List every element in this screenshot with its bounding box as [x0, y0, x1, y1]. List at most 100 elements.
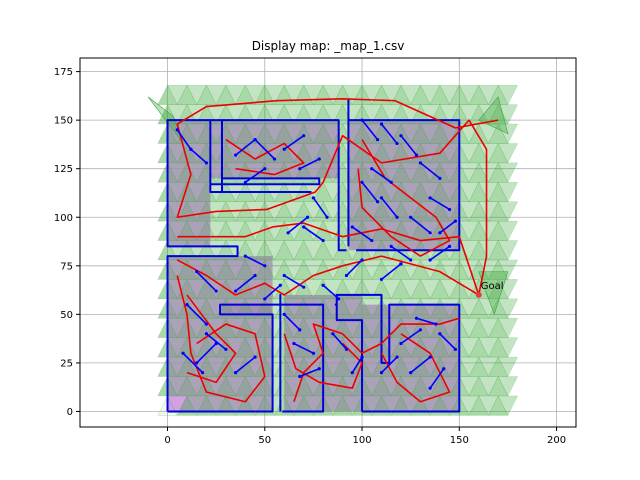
explored-triangle: [186, 279, 207, 300]
explored-triangle: [400, 162, 421, 183]
blue-node: [278, 283, 282, 287]
explored-triangle: [390, 181, 412, 202]
y-tick-label: 0: [67, 407, 73, 418]
explored-triangle: [468, 298, 489, 319]
goal-marker-group: Goal: [475, 281, 504, 298]
explored-triangle: [361, 104, 382, 125]
blue-node: [204, 161, 209, 165]
blue-node: [409, 371, 413, 375]
explored-triangle: [225, 220, 246, 242]
explored-triangle: [235, 259, 256, 280]
explored-triangle: [303, 162, 324, 183]
wall-segment: [221, 119, 347, 252]
explored-triangle: [458, 337, 480, 358]
blue-node: [409, 215, 413, 219]
blue-node: [331, 332, 335, 336]
explored-triangle: [322, 395, 343, 416]
blue-node: [311, 196, 316, 200]
explored-triangle: [410, 84, 431, 105]
x-tick-label: 150: [450, 435, 469, 446]
explored-triangle: [225, 376, 246, 397]
blue-edge: [419, 162, 441, 180]
explored-triangle: [468, 201, 489, 222]
blue-node: [317, 157, 321, 161]
explored-triangle: [342, 395, 363, 416]
path-edge: [293, 317, 460, 403]
explored-triangle: [215, 259, 237, 280]
blue-node: [389, 244, 393, 248]
explored-triangle: [167, 395, 188, 416]
blue-edge: [351, 356, 363, 374]
blue-edge: [380, 356, 398, 374]
explored-triangle: [264, 104, 285, 125]
explored-triangle: [235, 84, 256, 105]
explored-triangle: [274, 142, 295, 164]
blue-node: [282, 273, 286, 278]
blue-edge: [439, 333, 456, 350]
y-tick-label: 125: [54, 164, 73, 175]
blue-edge: [182, 352, 204, 374]
explored-triangle: [293, 278, 314, 300]
path-edge: [186, 294, 237, 384]
explored-triangle: [264, 259, 285, 280]
blue-node: [438, 231, 442, 235]
explored-triangle: [274, 239, 295, 261]
explored-triangle: [400, 356, 421, 378]
blue-node: [418, 161, 422, 165]
explored-triangle: [176, 162, 198, 183]
explored-triangle: [390, 298, 412, 319]
explored-triangle: [322, 337, 343, 358]
blue-edge: [283, 135, 305, 150]
explored-triangle: [439, 356, 460, 378]
explored-triangle: [458, 143, 480, 164]
explored-triangle: [478, 395, 499, 416]
explored-triangle: [497, 240, 519, 261]
blue-node: [379, 277, 384, 281]
blue-edge: [186, 304, 207, 325]
explored-triangle: [225, 279, 246, 300]
explored-triangle: [429, 162, 450, 183]
blue-edge: [293, 342, 314, 354]
path-edge: [380, 333, 451, 403]
explored-triangle: [488, 123, 509, 144]
explored-triangle: [167, 143, 188, 164]
blue-node: [302, 285, 306, 289]
blue-node: [337, 297, 341, 301]
blue-node: [379, 122, 384, 126]
explored-triangle: [244, 337, 266, 358]
explored-triangle: [488, 239, 509, 261]
explored-triangle: [468, 375, 489, 397]
explored-triangle: [167, 220, 188, 242]
explored-triangle: [381, 395, 402, 416]
blue-node: [185, 303, 189, 307]
explored-triangle: [419, 337, 441, 358]
blue-node: [428, 196, 432, 200]
explored-triangle: [497, 259, 519, 280]
explored-triangle: [351, 259, 373, 280]
explored-triangle: [410, 298, 431, 319]
explored-triangle: [410, 356, 431, 377]
explored-triangle: [371, 181, 392, 202]
blue-edge: [176, 129, 192, 150]
blue-node: [282, 147, 286, 151]
explored-triangle: [322, 317, 343, 339]
explored-triangle: [410, 123, 431, 144]
explored-triangle: [468, 395, 489, 416]
explored-triangle: [167, 279, 188, 300]
wall-segment: [167, 303, 325, 413]
explored-triangle: [410, 181, 431, 202]
explored-triangle: [303, 123, 324, 145]
explored-triangle: [215, 220, 237, 241]
explored-triangle: [381, 143, 402, 164]
explored-triangle: [254, 375, 275, 397]
explored-triangle: [206, 84, 227, 106]
explored-triangle: [235, 201, 256, 222]
explored-triangle: [458, 201, 480, 222]
explored-triangle: [488, 317, 509, 338]
explored-triangle: [322, 356, 343, 378]
goal-label: Goal: [481, 281, 504, 292]
explored-triangle: [458, 259, 480, 280]
explored-triangle: [458, 182, 480, 203]
explored-triangle: [439, 279, 460, 300]
explored-triangle: [400, 123, 421, 145]
